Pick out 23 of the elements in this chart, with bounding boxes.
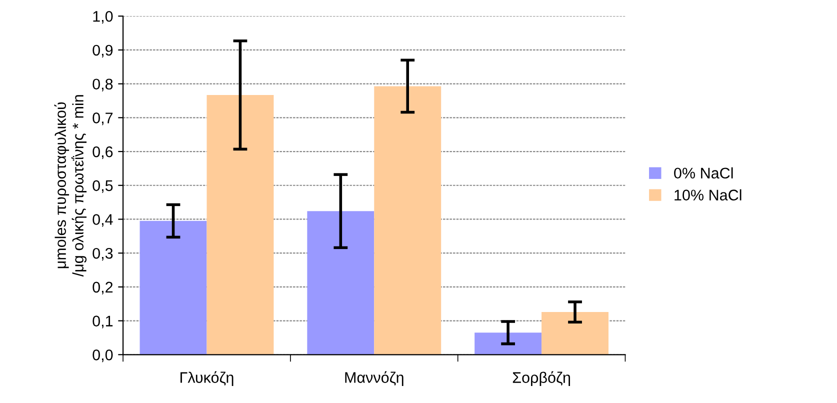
- bar: [307, 211, 374, 355]
- legend-label: 0% NaCl: [674, 167, 733, 179]
- y-tick-label: 0,8: [92, 78, 113, 92]
- y-tick-label: 0,2: [92, 282, 113, 294]
- y-tick-label: 0,6: [92, 146, 113, 160]
- bar: [206, 94, 274, 355]
- x-tick-label: Μαννόζη: [345, 371, 404, 386]
- y-tick-label: 0,5: [92, 180, 113, 193]
- y-tick-label: 0,9: [92, 44, 113, 58]
- x-tick-label: Σορβόζη: [512, 371, 570, 386]
- y-tick-label: 0,0: [92, 350, 113, 362]
- y-tick-label: 0,3: [92, 248, 113, 261]
- bar: [542, 312, 608, 355]
- y-tick-label: 1,0: [93, 10, 113, 24]
- bar: [140, 220, 207, 355]
- y-tick-label: 0,4: [92, 214, 113, 227]
- y-tick-label: 0,1: [92, 316, 113, 328]
- y-tick-label: 0,7: [92, 112, 113, 126]
- bar: [374, 86, 442, 355]
- y-axis-title: μmoles πυροσταφυλικού /μg ολικής πρωτεΐνης * min: [54, 95, 87, 277]
- legend-label: 10% NaCl: [674, 189, 742, 201]
- x-tick-label: Γλυκόζη: [180, 371, 234, 386]
- bar: [474, 332, 542, 355]
